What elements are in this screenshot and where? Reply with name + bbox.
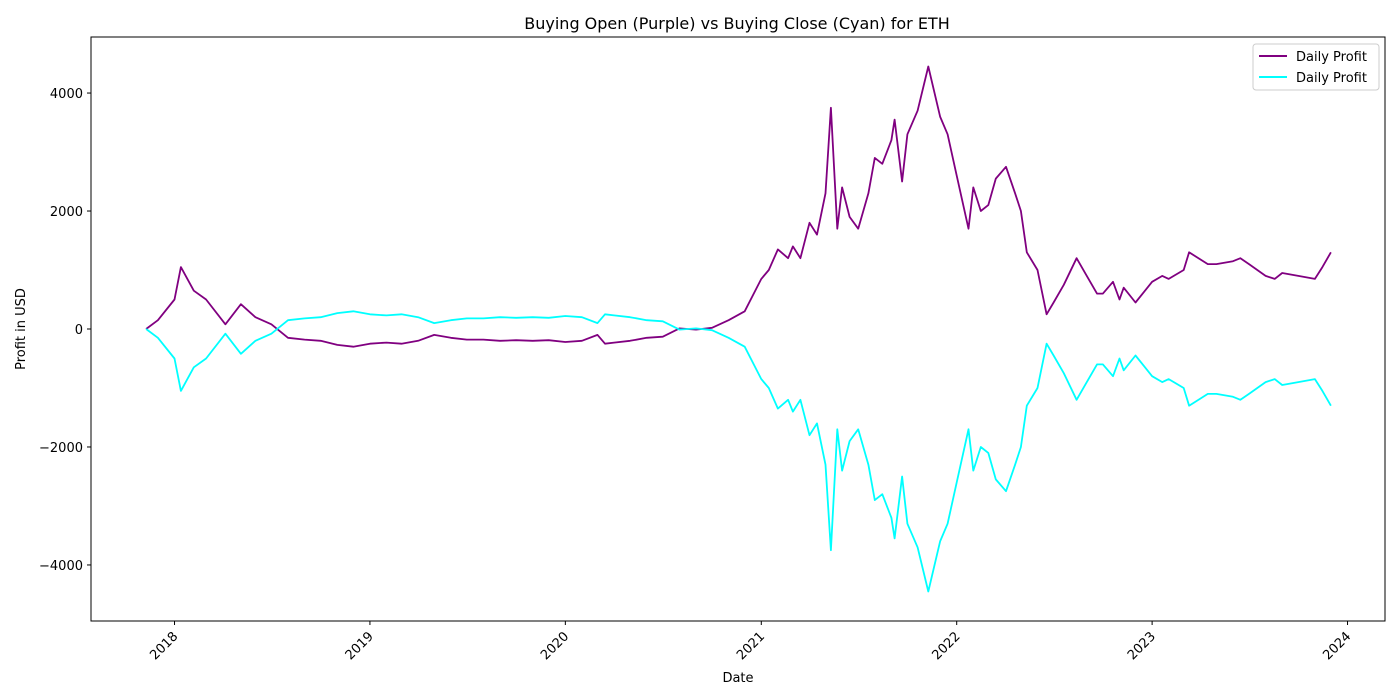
legend-label-2: Daily Profit — [1296, 71, 1367, 86]
x-tick-label: 2020 — [538, 629, 572, 663]
y-axis: −4000 −2000 0 2000 4000 — [39, 87, 91, 574]
x-tick-label: 2019 — [343, 629, 377, 663]
series-line-2 — [145, 310, 1332, 593]
x-tick-label: 2023 — [1125, 629, 1159, 663]
legend: Daily Profit Daily Profit — [1252, 43, 1380, 91]
y-tick-label: 0 — [75, 323, 83, 338]
series-line-1 — [145, 65, 1332, 348]
chart-title: Buying Open (Purple) vs Buying Close (Cy… — [524, 14, 949, 33]
series-lines — [145, 65, 1332, 593]
x-axis-title: Date — [722, 671, 753, 686]
x-axis: 2018 2019 2020 2021 2022 2023 2024 — [147, 621, 1354, 663]
plot-area — [90, 36, 1386, 622]
y-tick-label: −4000 — [39, 559, 83, 574]
x-tick-label: 2022 — [930, 629, 964, 663]
x-tick-label: 2018 — [147, 629, 181, 663]
y-axis-title: Profit in USD — [14, 288, 29, 370]
y-tick-label: −2000 — [39, 441, 83, 456]
x-tick-label: 2024 — [1320, 629, 1354, 663]
y-tick-label: 4000 — [50, 87, 83, 102]
legend-label-1: Daily Profit — [1296, 50, 1367, 65]
y-tick-label: 2000 — [50, 205, 83, 220]
x-tick-label: 2021 — [734, 629, 768, 663]
